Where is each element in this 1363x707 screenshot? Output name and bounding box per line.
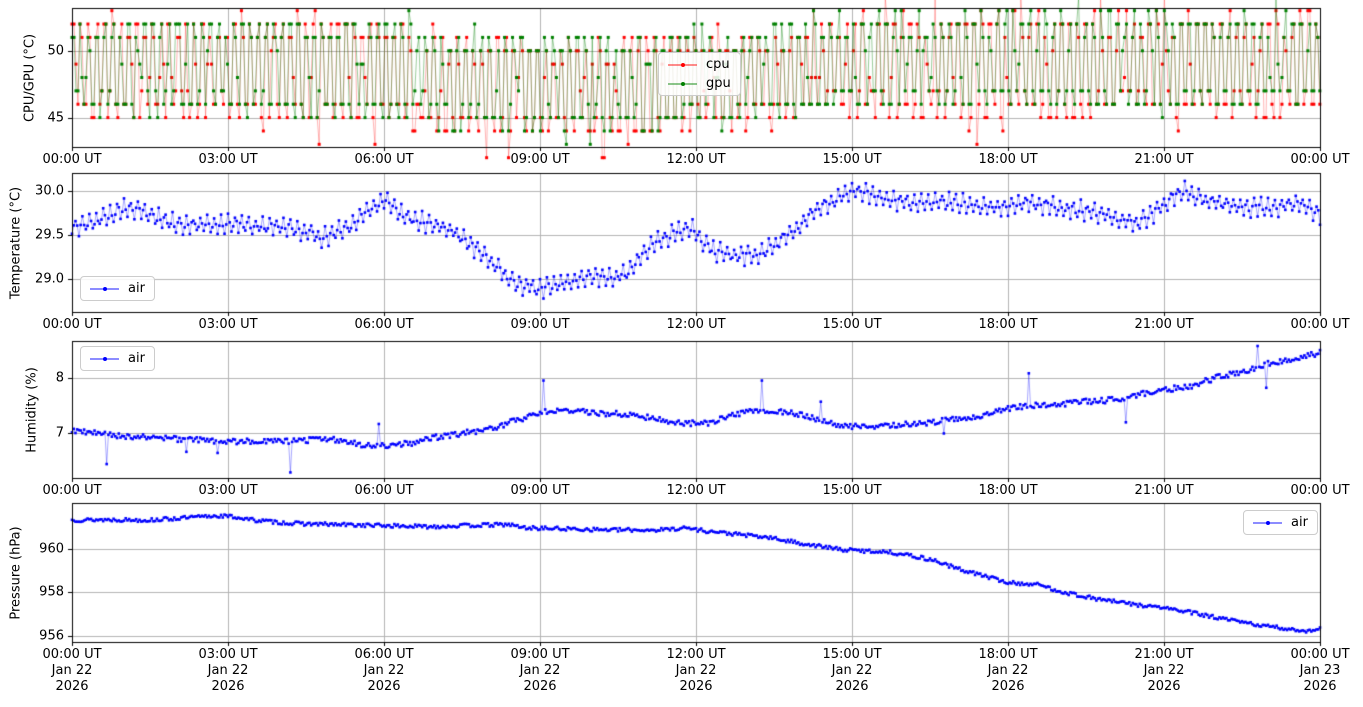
chart-canvas — [0, 0, 1363, 707]
sensor-timeseries-figure: 45 50 00:00 UT 03:00 UT 06:00 UT 09:00 UT 12:0… — [0, 0, 1363, 707]
